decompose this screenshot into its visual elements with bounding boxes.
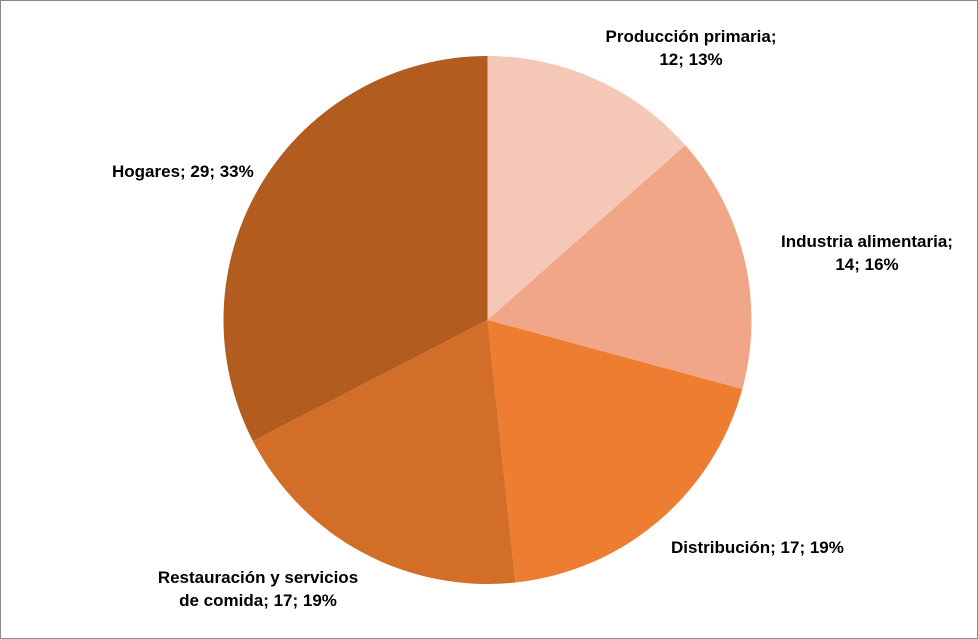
data-label-hogares: Hogares; 29; 33% bbox=[112, 162, 254, 181]
pie-slice-4 bbox=[223, 56, 488, 442]
pie-slice-0 bbox=[487, 56, 686, 320]
pie-slice-3 bbox=[252, 320, 516, 584]
data-label-distribucion: Distribución; 17; 19% bbox=[671, 538, 844, 557]
pie-slice-2 bbox=[487, 320, 743, 583]
pie-slice-1 bbox=[487, 145, 752, 390]
data-label-industria-alimentaria: Industria alimentaria; 14; 16% bbox=[781, 232, 953, 274]
data-label-produccion-primaria: Producción primaria; 12; 13% bbox=[605, 27, 777, 69]
data-label-restauracion-servicios: Restauración y servicios de comida; 17; … bbox=[157, 568, 359, 610]
